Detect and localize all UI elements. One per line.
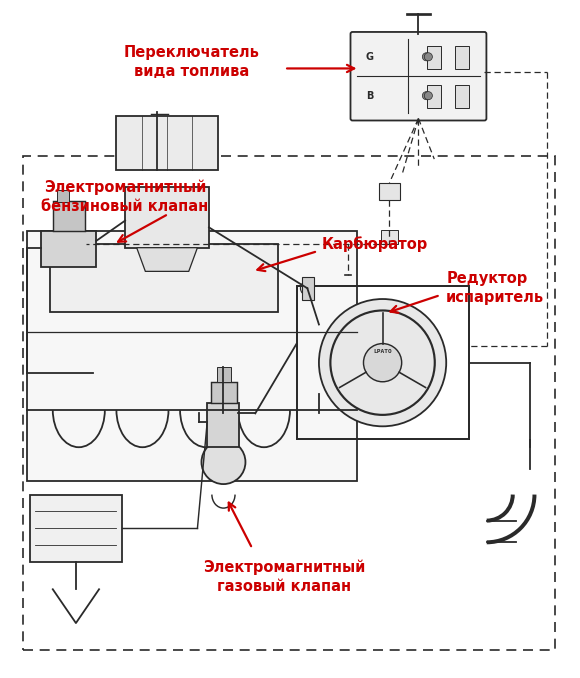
Text: Карбюратор: Карбюратор (322, 237, 428, 252)
Bar (302, 277, 314, 300)
Bar (381, 230, 397, 243)
Text: Редуктор
испаритель: Редуктор испаритель (446, 271, 545, 305)
Circle shape (422, 92, 430, 100)
Bar (30, 494, 122, 562)
Bar (427, 85, 441, 108)
Bar (455, 85, 469, 108)
Circle shape (300, 281, 314, 295)
Bar (379, 183, 400, 199)
Bar (57, 190, 69, 201)
Circle shape (201, 440, 245, 484)
Text: G: G (365, 52, 374, 62)
Circle shape (425, 92, 433, 100)
Bar (50, 244, 278, 312)
Bar (41, 231, 96, 266)
Circle shape (422, 53, 430, 61)
Circle shape (319, 299, 446, 426)
Bar (23, 157, 555, 650)
Bar (125, 187, 209, 247)
Bar (211, 382, 237, 403)
Bar (455, 46, 469, 69)
Bar (53, 201, 85, 231)
Text: LPATO: LPATO (373, 348, 392, 354)
Bar (427, 46, 441, 69)
Polygon shape (137, 247, 197, 271)
Bar (207, 403, 239, 447)
Bar (296, 286, 469, 439)
Bar (216, 367, 231, 382)
Text: Электромагнитный
бензиновый клапан: Электромагнитный бензиновый клапан (42, 180, 209, 214)
Text: Переключатель
вида топлива: Переключатель вида топлива (124, 45, 260, 79)
Text: Электромагнитный
газовый клапан: Электромагнитный газовый клапан (203, 560, 365, 595)
Circle shape (364, 344, 402, 382)
Bar (27, 231, 357, 481)
Circle shape (425, 53, 433, 61)
FancyBboxPatch shape (350, 32, 487, 121)
Text: B: B (366, 91, 374, 100)
Bar (117, 116, 218, 170)
